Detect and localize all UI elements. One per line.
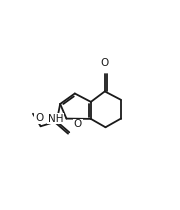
Text: O: O [73,119,82,130]
Text: O: O [35,113,43,123]
Text: NH: NH [48,114,63,124]
Text: O: O [101,58,109,68]
